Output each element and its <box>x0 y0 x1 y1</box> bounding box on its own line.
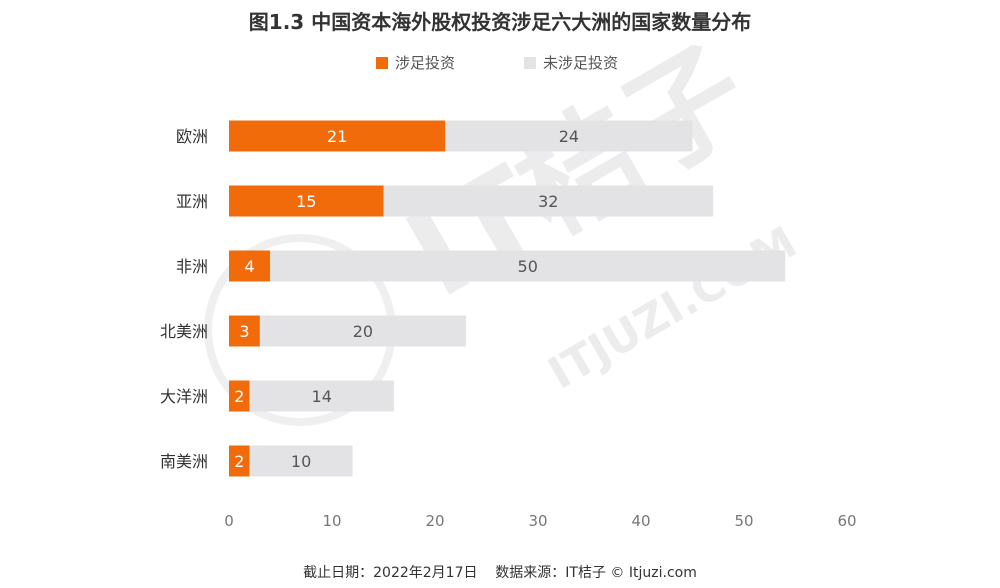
data-label-0-0: 21 <box>327 127 347 146</box>
bar-5-1 <box>249 445 353 477</box>
bar-2-0 <box>229 250 271 282</box>
x-tick-label-3: 30 <box>528 512 547 530</box>
bar-0-1 <box>445 120 693 152</box>
source-note: 截止日期：2022年2月17日 数据来源：IT桔子 © Itjuzi.com <box>303 565 697 581</box>
legend-label-0: 涉足投资 <box>395 54 455 72</box>
data-label-2-1: 50 <box>518 257 538 276</box>
bar-1-1 <box>383 185 714 217</box>
category-label-4: 大洋洲 <box>160 387 208 406</box>
data-label-2-0: 4 <box>245 257 255 276</box>
data-label-4-0: 2 <box>234 387 244 406</box>
data-label-0-1: 24 <box>559 127 579 146</box>
chart-title: 图1.3 中国资本海外股权投资涉足六大洲的国家数量分布 <box>249 10 751 34</box>
data-label-1-0: 15 <box>296 192 316 211</box>
x-tick-label-5: 50 <box>734 512 753 530</box>
watermark: IT桔子 ITJUZI.COM <box>204 21 805 426</box>
data-label-3-1: 20 <box>353 322 373 341</box>
bars: 21 24 15 32 4 50 3 20 2 14 2 10 <box>229 120 786 477</box>
category-label-5: 南美洲 <box>160 452 208 471</box>
bar-0-0 <box>229 120 446 152</box>
x-axis-ticks: 0 10 20 30 40 50 60 <box>224 512 856 530</box>
x-tick-label-1: 10 <box>322 512 341 530</box>
data-label-4-1: 14 <box>312 387 332 406</box>
bar-3-1 <box>259 315 466 347</box>
x-tick-label-4: 40 <box>631 512 650 530</box>
legend-swatch-1 <box>524 57 536 69</box>
bar-1-0 <box>229 185 384 217</box>
x-tick-label-2: 20 <box>425 512 444 530</box>
legend: 涉足投资 未涉足投资 <box>376 54 618 72</box>
data-label-1-1: 32 <box>538 192 558 211</box>
data-label-5-0: 2 <box>234 452 244 471</box>
bar-5-0 <box>229 445 250 477</box>
category-label-0: 欧洲 <box>176 127 208 146</box>
bar-4-0 <box>229 380 250 412</box>
category-label-1: 亚洲 <box>176 192 208 211</box>
x-tick-label-6: 60 <box>837 512 856 530</box>
legend-label-1: 未涉足投资 <box>543 54 618 72</box>
bar-3-0 <box>229 315 260 347</box>
bar-4-1 <box>249 380 394 412</box>
legend-swatch-0 <box>376 57 388 69</box>
data-label-3-0: 3 <box>239 322 249 341</box>
x-tick-label-0: 0 <box>224 512 234 530</box>
bar-2-1 <box>270 250 786 282</box>
category-label-2: 非洲 <box>176 257 208 276</box>
category-label-3: 北美洲 <box>160 322 208 341</box>
data-label-5-1: 10 <box>291 452 311 471</box>
